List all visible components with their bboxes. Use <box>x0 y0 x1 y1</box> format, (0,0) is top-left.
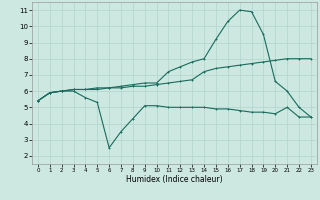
X-axis label: Humidex (Indice chaleur): Humidex (Indice chaleur) <box>126 175 223 184</box>
